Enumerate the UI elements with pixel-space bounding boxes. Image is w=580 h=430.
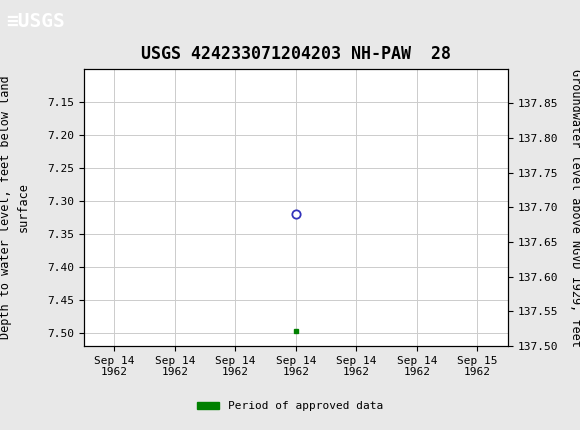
Y-axis label: Groundwater level above NGVD 1929, feet: Groundwater level above NGVD 1929, feet: [569, 68, 580, 347]
Title: USGS 424233071204203 NH-PAW  28: USGS 424233071204203 NH-PAW 28: [141, 45, 451, 63]
Legend: Period of approved data: Period of approved data: [193, 397, 387, 416]
Text: ≡USGS: ≡USGS: [6, 12, 64, 31]
Text: Depth to water level, feet below land
surface: Depth to water level, feet below land su…: [0, 76, 30, 339]
